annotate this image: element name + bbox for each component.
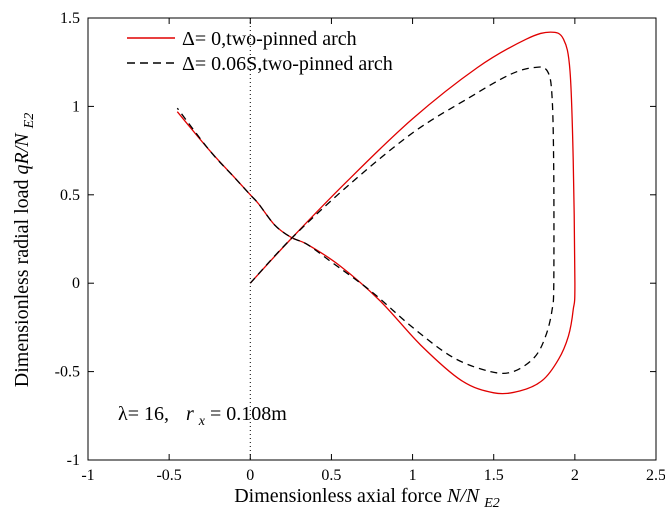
annotation-r-sub: x — [198, 414, 206, 429]
legend: Δ= 0,two-pinned arch Δ= 0.06S,two-pinned… — [127, 28, 393, 75]
annotation: λ= 16, r x = 0.108m — [118, 403, 287, 430]
y-axis-label-text: Dimensionless radial load — [11, 174, 33, 387]
x-axis-label-text: Dimensionless axial force — [234, 485, 447, 507]
x-tick-label: 2 — [571, 467, 579, 484]
x-tick-label: 2.5 — [646, 467, 665, 484]
x-tick-label: 1.5 — [484, 467, 504, 484]
legend-label-series-1: Δ= 0,two-pinned arch — [182, 28, 357, 50]
x-tick-label: 1 — [409, 467, 417, 484]
x-tick-label: -1 — [81, 467, 94, 484]
plot-area — [87, 17, 657, 461]
x-axis-label-var: N/N — [446, 485, 481, 507]
x-tick-label: 0 — [246, 467, 254, 484]
legend-label-series-2: Δ= 0.06S,two-pinned arch — [182, 53, 393, 75]
y-axis-label-sub: E2 — [22, 113, 37, 130]
x-tick-label: 0.5 — [321, 467, 341, 484]
y-tick-label: 1 — [72, 98, 80, 115]
y-tick-label: 0.5 — [60, 187, 80, 204]
x-axis-label: Dimensionless axial force N/N E2 — [234, 485, 500, 511]
x-tick-label: -0.5 — [156, 467, 181, 484]
series-line-2 — [176, 66, 555, 375]
plot-frame — [87, 17, 657, 461]
y-axis-label-var: qR/N — [11, 132, 33, 175]
y-tick-label: -1 — [67, 452, 80, 469]
y-tick-label: 0 — [72, 275, 80, 292]
annotation-r-value: = 0.108m — [210, 403, 287, 425]
x-axis-label-sub: E2 — [483, 496, 500, 511]
annotation-lambda: λ= 16, — [118, 403, 169, 425]
series-layer — [176, 31, 576, 395]
y-axis-label: Dimensionless radial load qR/N E2 — [11, 113, 37, 387]
series-line-1 — [176, 31, 576, 395]
y-tick-label: 1.5 — [60, 10, 80, 27]
y-tick-label: -0.5 — [55, 364, 80, 381]
annotation-r-var: r — [186, 403, 194, 425]
ticks-layer: -1 -0.5 0 0.5 1 1.5 2 2.5 -1 -0.5 0 0.5 1 1.5 — [55, 10, 665, 484]
